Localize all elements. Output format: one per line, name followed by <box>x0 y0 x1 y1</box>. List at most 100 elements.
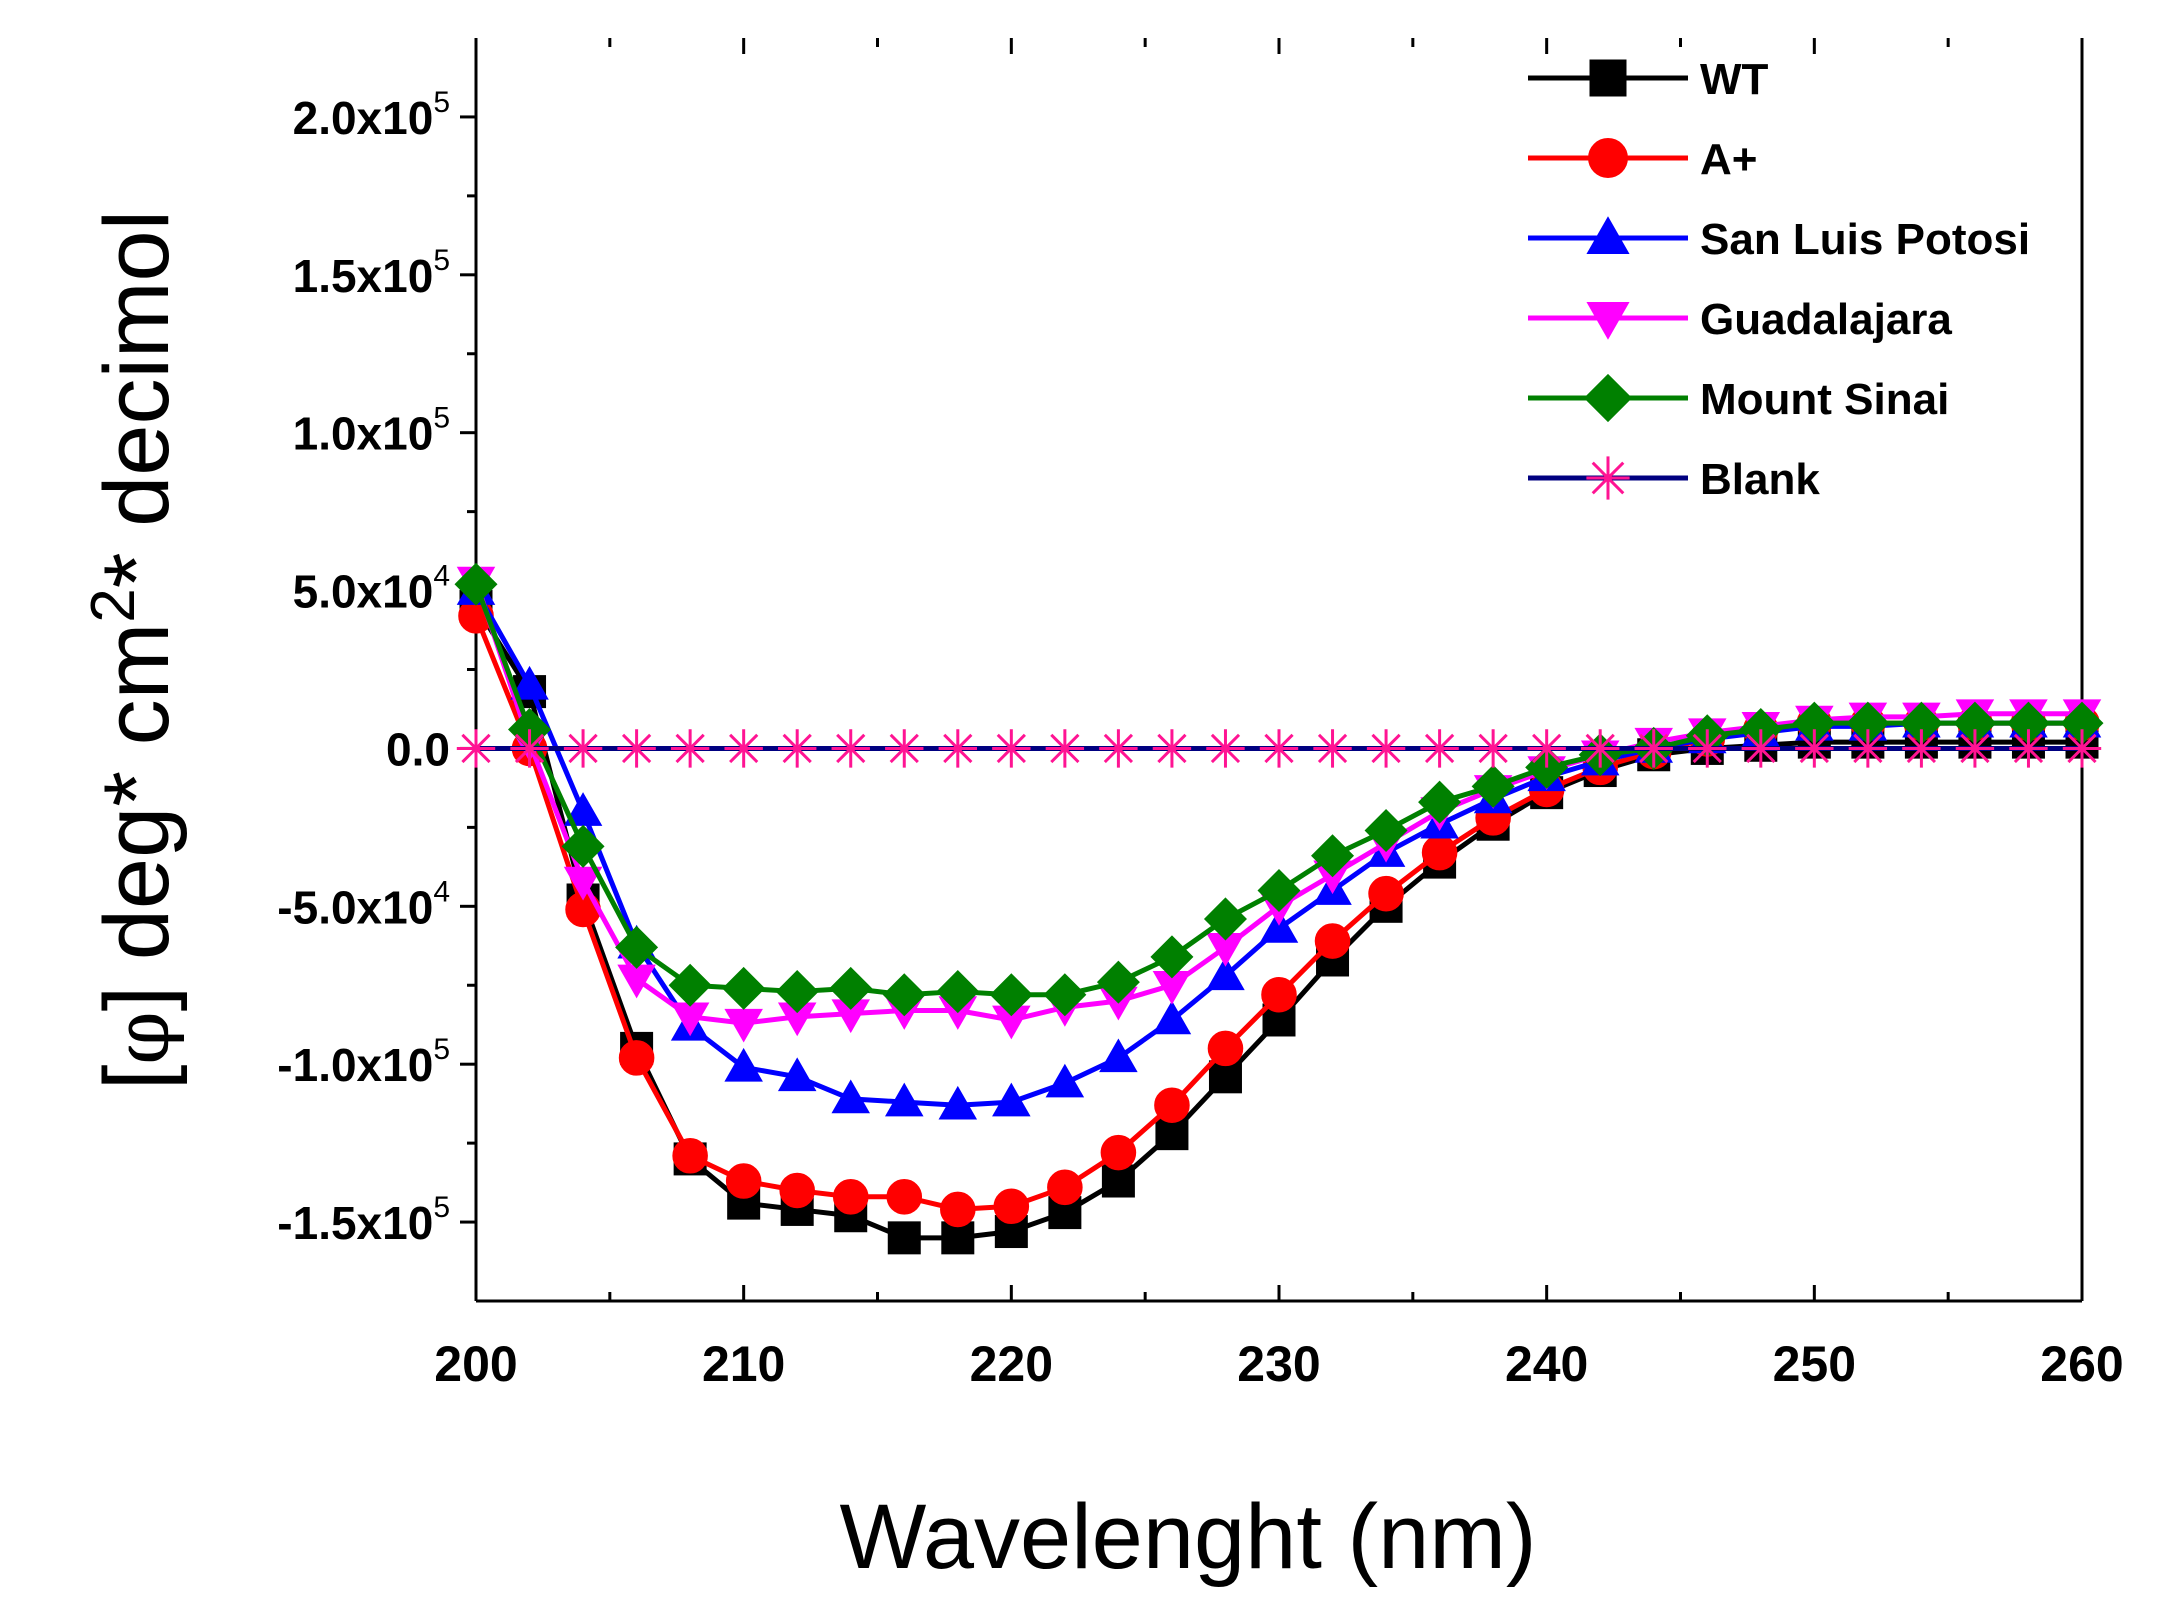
asterisk-stroke <box>1157 733 1187 764</box>
data-point <box>1257 869 1301 913</box>
legend-item: San Luis Potosi <box>1528 215 2030 264</box>
asterisk-stroke <box>1424 733 1455 764</box>
data-point <box>1366 729 1406 768</box>
data-point <box>882 973 926 1017</box>
y-tick-exponent: 5 <box>433 244 450 277</box>
data-point <box>831 729 870 768</box>
asterisk-stroke <box>1210 733 1241 764</box>
data-point <box>722 966 766 1010</box>
x-tick-label: 210 <box>702 1336 785 1392</box>
data-point <box>1099 729 1138 768</box>
data-point <box>1688 729 1727 768</box>
asterisk-stroke <box>889 733 919 764</box>
y-tick-exponent: 5 <box>433 1191 450 1224</box>
y-axis-title: [φ] deg* cm2* decimol <box>79 210 188 1090</box>
data-point <box>989 973 1033 1017</box>
y-tick-label: 2.0x105 <box>293 86 450 144</box>
data-point <box>1099 1038 1138 1073</box>
data-point <box>1364 809 1408 853</box>
asterisk-stroke <box>1050 733 1080 764</box>
legend-item: WT <box>1528 55 1769 104</box>
data-point <box>1581 729 1620 768</box>
data-point <box>1206 956 1245 991</box>
data-point <box>510 729 549 768</box>
data-point <box>454 562 498 606</box>
data-point <box>777 1057 817 1092</box>
data-point <box>1261 976 1297 1013</box>
data-point <box>668 963 712 1007</box>
series-guadalajara <box>456 566 2102 1043</box>
legend-label: WT <box>1700 55 1769 104</box>
data-point <box>940 1191 976 1228</box>
asterisk-stroke <box>1532 733 1562 764</box>
asterisk-stroke <box>2067 733 2097 764</box>
data-point <box>618 1040 655 1076</box>
data-point <box>561 824 605 868</box>
data-point <box>778 729 817 768</box>
y-tick-label: 5.0x104 <box>293 560 450 618</box>
data-point <box>725 1163 762 1199</box>
axes: 200 210 220 230 240 250 2602.0x1051.5x1051.0x1… <box>277 38 2124 1392</box>
data-point <box>724 1047 763 1082</box>
data-point <box>1955 729 1995 768</box>
data-point <box>993 1188 1030 1225</box>
data-point <box>1203 897 1247 941</box>
y-tick-mantissa: 0.0 <box>386 723 450 775</box>
data-point <box>832 1179 869 1215</box>
y-axis-title-sup: 2 <box>79 588 148 622</box>
x-tick-label: 230 <box>1237 1336 1320 1392</box>
asterisk-stroke <box>1585 733 1615 764</box>
y-tick-mantissa: -5.0x10 <box>277 881 433 933</box>
data-point <box>563 729 603 768</box>
y-tick-exponent: 5 <box>433 402 450 435</box>
asterisk-stroke <box>836 733 866 764</box>
data-point <box>779 1172 815 1209</box>
data-point <box>1741 729 1780 768</box>
data-point <box>456 729 496 768</box>
asterisk-stroke <box>1906 733 1937 764</box>
data-point <box>938 729 977 768</box>
legend-marker <box>1589 59 1627 97</box>
x-tick-label: 200 <box>434 1336 517 1392</box>
x-tick-label: 240 <box>1505 1336 1588 1392</box>
data-point <box>615 925 659 969</box>
data-point <box>1047 1169 1083 1206</box>
legend-marker <box>1586 456 1630 500</box>
legend-label: A+ <box>1700 135 1757 184</box>
data-point <box>1313 729 1352 768</box>
y-tick-mantissa: 2.0x10 <box>293 92 434 144</box>
legend-marker <box>1586 301 1630 340</box>
data-point <box>831 1079 870 1114</box>
data-point <box>1206 729 1245 768</box>
asterisk-stroke <box>568 733 598 764</box>
series-line <box>473 580 2082 1026</box>
legend-label: Blank <box>1700 455 1820 504</box>
y-axis-title-suffix: * decimol <box>86 210 188 588</box>
data-point <box>885 1082 924 1117</box>
asterisk-stroke <box>1103 733 1134 764</box>
asterisk-stroke <box>943 733 973 764</box>
asterisk-stroke <box>514 733 545 764</box>
data-point <box>938 1085 978 1120</box>
data-point <box>992 729 1031 768</box>
legend-item: Blank <box>1528 455 1820 504</box>
legend-marker <box>1588 138 1628 178</box>
data-point <box>1368 875 1404 912</box>
data-point <box>1795 729 1834 768</box>
plot-series <box>454 562 2104 1255</box>
y-tick-mantissa: 1.0x10 <box>293 408 434 460</box>
y-tick-label: 1.5x105 <box>293 244 450 302</box>
asterisk-stroke <box>729 733 759 764</box>
data-point <box>1155 1117 1189 1151</box>
data-point <box>670 729 710 768</box>
data-point <box>1634 729 1673 768</box>
asterisk-stroke <box>1478 733 1508 764</box>
data-point <box>1045 1063 1085 1098</box>
y-tick-label: -1.0x105 <box>277 1033 450 1091</box>
data-point <box>1848 729 1888 768</box>
y-tick-exponent: 5 <box>433 86 450 119</box>
data-point <box>1527 729 1566 768</box>
data-point <box>1471 764 1515 808</box>
y-tick-exponent: 4 <box>433 875 450 908</box>
y-tick-label: 0.0 <box>386 723 450 775</box>
